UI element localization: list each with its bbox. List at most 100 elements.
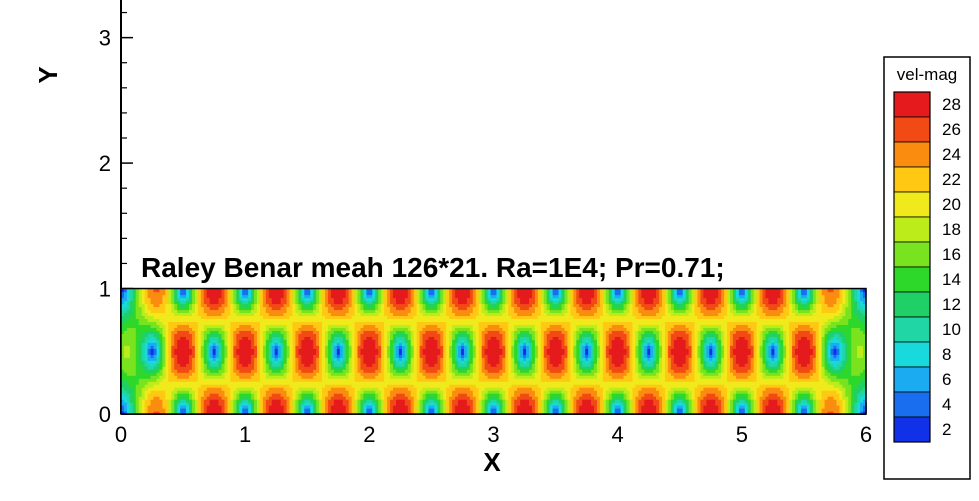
field-cell <box>809 396 814 400</box>
field-cell <box>189 360 193 364</box>
field-cell <box>177 408 181 412</box>
field-cell <box>129 393 134 397</box>
field-cell <box>316 363 320 367</box>
field-cell <box>641 390 645 394</box>
field-cell <box>289 396 294 400</box>
field-cell <box>298 381 302 385</box>
field-cell <box>594 405 598 409</box>
field-cell <box>345 378 350 382</box>
field-cell <box>721 381 725 385</box>
field-cell <box>121 399 125 403</box>
field-cell <box>425 360 430 364</box>
field-cell <box>186 393 190 397</box>
field-cell <box>718 360 722 364</box>
field-cell <box>493 357 498 361</box>
field-cell <box>189 408 193 412</box>
field-cell <box>452 357 456 361</box>
field-cell <box>860 390 864 394</box>
field-cell <box>768 393 772 397</box>
field-cell <box>218 408 223 412</box>
field-cell <box>848 402 852 406</box>
field-cell <box>230 408 234 412</box>
field-cell <box>286 360 291 364</box>
field-cell <box>768 396 772 400</box>
field-cell <box>611 378 616 382</box>
field-cell <box>567 381 571 385</box>
field-cell <box>614 363 619 367</box>
field-cell <box>153 387 158 391</box>
field-cell <box>809 399 814 403</box>
field-cell <box>591 381 595 385</box>
field-cell <box>357 396 362 400</box>
field-cell <box>511 366 515 370</box>
field-cell <box>528 354 533 358</box>
field-cell <box>268 360 273 364</box>
field-cell <box>437 366 441 370</box>
field-cell <box>472 378 477 382</box>
field-cell <box>845 408 849 412</box>
field-cell <box>744 408 749 412</box>
field-cell <box>688 387 693 391</box>
field-cell <box>792 393 796 397</box>
field-cell <box>265 369 270 373</box>
field-cell <box>307 396 311 400</box>
field-cell <box>860 411 864 415</box>
field-cell <box>242 369 246 373</box>
field-cell <box>304 375 308 379</box>
field-cell <box>203 408 208 412</box>
field-cell <box>221 372 226 376</box>
field-cell <box>833 402 838 406</box>
field-cell <box>233 372 237 376</box>
field-cell <box>546 396 551 400</box>
field-cell <box>135 405 140 409</box>
field-cell <box>171 375 175 379</box>
field-cell <box>342 381 347 385</box>
field-cell <box>487 381 492 385</box>
field-cell <box>194 405 199 409</box>
field-cell <box>239 381 243 385</box>
field-cell <box>496 354 501 358</box>
field-cell <box>688 366 693 370</box>
field-cell <box>806 396 811 400</box>
field-cell <box>735 378 740 382</box>
field-cell <box>715 363 719 367</box>
field-cell <box>688 360 693 364</box>
field-cell <box>268 405 273 409</box>
field-cell <box>327 396 332 400</box>
field-cell <box>455 390 459 394</box>
field-cell <box>144 366 149 370</box>
field-cell <box>676 381 681 385</box>
field-cell <box>407 402 412 406</box>
field-cell <box>659 360 663 364</box>
field-cell <box>339 372 344 376</box>
field-cell <box>313 366 317 370</box>
field-cell <box>437 408 441 412</box>
field-cell <box>555 381 560 385</box>
field-cell <box>620 369 625 373</box>
field-cell <box>765 357 770 361</box>
field-cell <box>605 399 610 403</box>
field-cell <box>239 384 243 388</box>
field-cell <box>792 378 796 382</box>
field-cell <box>809 393 814 397</box>
field-cell <box>227 375 231 379</box>
field-cell <box>724 366 728 370</box>
field-cell <box>407 357 412 361</box>
field-cell <box>721 357 725 361</box>
field-cell <box>629 402 634 406</box>
field-cell <box>466 396 471 400</box>
field-cell <box>324 360 329 364</box>
field-cell <box>576 393 580 397</box>
field-cell <box>505 399 509 403</box>
field-cell <box>460 399 465 403</box>
field-cell <box>327 354 332 358</box>
field-cell <box>191 405 196 409</box>
field-cell <box>620 378 625 382</box>
field-cell <box>200 390 205 394</box>
field-cell <box>602 381 607 385</box>
field-cell <box>780 399 784 403</box>
field-cell <box>239 405 243 409</box>
field-cell <box>262 387 267 391</box>
field-cell <box>336 408 341 412</box>
field-cell <box>815 360 820 364</box>
